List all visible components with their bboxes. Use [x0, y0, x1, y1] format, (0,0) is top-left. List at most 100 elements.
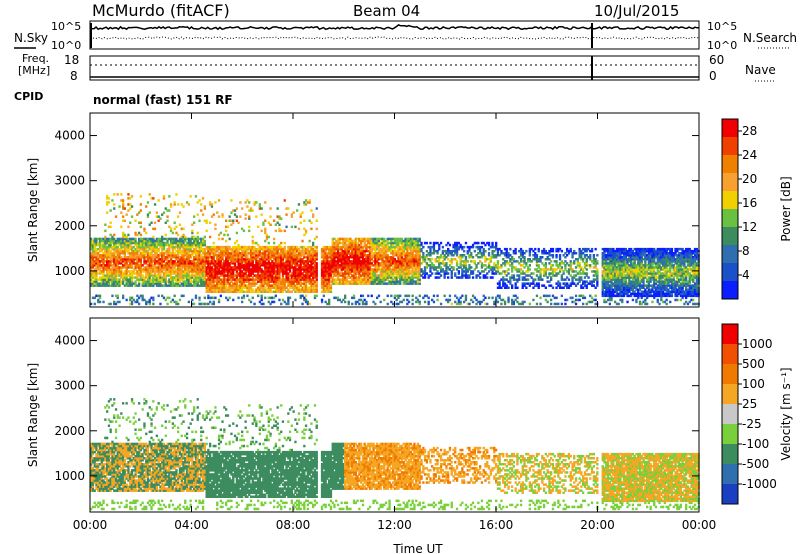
power-cell — [352, 254, 356, 257]
power-cell — [122, 233, 125, 237]
power-cell — [207, 245, 210, 249]
power-cell — [354, 278, 357, 281]
power-cell — [120, 268, 123, 271]
power-cell — [320, 270, 324, 273]
power-cell — [386, 282, 389, 285]
power-cell — [285, 207, 288, 210]
power-cell — [214, 278, 217, 281]
power-cell — [104, 245, 107, 249]
power-cell — [468, 302, 471, 306]
power-cell — [130, 205, 134, 208]
power-cell — [216, 264, 219, 267]
power-cell — [200, 258, 203, 261]
power-cell — [182, 237, 185, 241]
power-cell — [328, 302, 331, 306]
power-cell — [164, 233, 167, 237]
power-cell — [402, 247, 405, 251]
power-cell — [193, 235, 196, 239]
power-cell — [441, 262, 444, 265]
power-cell — [329, 288, 333, 291]
power-cell — [338, 247, 341, 251]
power-cell — [226, 245, 230, 249]
power-cell — [333, 249, 336, 253]
power-cell — [495, 298, 498, 302]
power-cell — [153, 272, 157, 275]
power-cell — [93, 243, 96, 247]
power-cell — [310, 247, 313, 251]
power-cell — [303, 264, 306, 267]
power-cell — [439, 266, 443, 269]
power-cell — [262, 288, 265, 291]
power-cell — [297, 258, 301, 261]
power-cell — [182, 282, 185, 285]
power-cell — [427, 276, 430, 279]
power-cell — [177, 203, 180, 206]
power-cell — [168, 247, 171, 251]
power-cell — [171, 276, 174, 279]
power-cell — [189, 276, 192, 279]
power-cell — [130, 245, 134, 249]
power-cell — [379, 300, 382, 304]
power-cell — [182, 276, 185, 279]
power-cell — [432, 264, 436, 267]
power-cell — [226, 233, 230, 237]
power-cell — [429, 252, 432, 255]
power-cell — [161, 239, 164, 243]
power-cell — [118, 205, 121, 208]
power-cell — [404, 264, 407, 267]
power-cell — [264, 282, 267, 285]
power-cell — [461, 254, 464, 257]
power-cell — [173, 264, 176, 267]
power-cell — [244, 280, 247, 283]
power-cell — [468, 256, 471, 259]
power-cell — [464, 272, 468, 275]
power-cell — [189, 241, 192, 245]
power-cell — [233, 213, 237, 216]
power-cell — [395, 274, 398, 277]
power-cell — [370, 237, 373, 241]
power-cell — [210, 274, 214, 277]
power-cell — [237, 286, 240, 289]
power-cell — [352, 296, 356, 300]
power-cell — [97, 300, 100, 304]
power-cell — [235, 254, 238, 257]
power-cell — [175, 272, 178, 275]
power-cell — [454, 294, 457, 298]
power-cell — [210, 296, 214, 300]
power-cell — [356, 237, 359, 241]
power-cell — [447, 272, 450, 275]
power-cell — [90, 268, 93, 271]
power-cell — [335, 247, 338, 251]
power-cell — [345, 276, 349, 279]
power-cell — [384, 260, 388, 263]
power-cell — [278, 262, 281, 265]
power-cell — [155, 245, 158, 249]
power-cell — [324, 249, 327, 253]
power-cell — [258, 249, 261, 253]
power-cell — [336, 243, 340, 247]
power-cell — [120, 199, 123, 202]
power-cell — [262, 221, 265, 224]
power-cell — [241, 290, 244, 293]
power-cell — [200, 282, 203, 285]
power-cell — [212, 254, 215, 257]
power-cell — [397, 294, 400, 298]
power-cell — [164, 264, 167, 267]
power-cell — [450, 260, 453, 263]
power-cell — [177, 260, 180, 263]
power-cell — [335, 252, 338, 255]
power-cell — [425, 294, 428, 298]
power-cell — [281, 249, 285, 253]
power-cell — [407, 247, 411, 251]
power-cell — [253, 266, 256, 269]
power-cell — [324, 276, 327, 279]
power-cell — [312, 256, 315, 259]
power-cell — [196, 284, 199, 287]
power-cell — [479, 272, 482, 275]
power-cell — [345, 258, 349, 261]
power-cell — [487, 264, 491, 267]
power-cell — [411, 243, 414, 247]
power-cell — [157, 266, 160, 269]
power-cell — [249, 254, 253, 257]
power-cell — [280, 270, 283, 273]
